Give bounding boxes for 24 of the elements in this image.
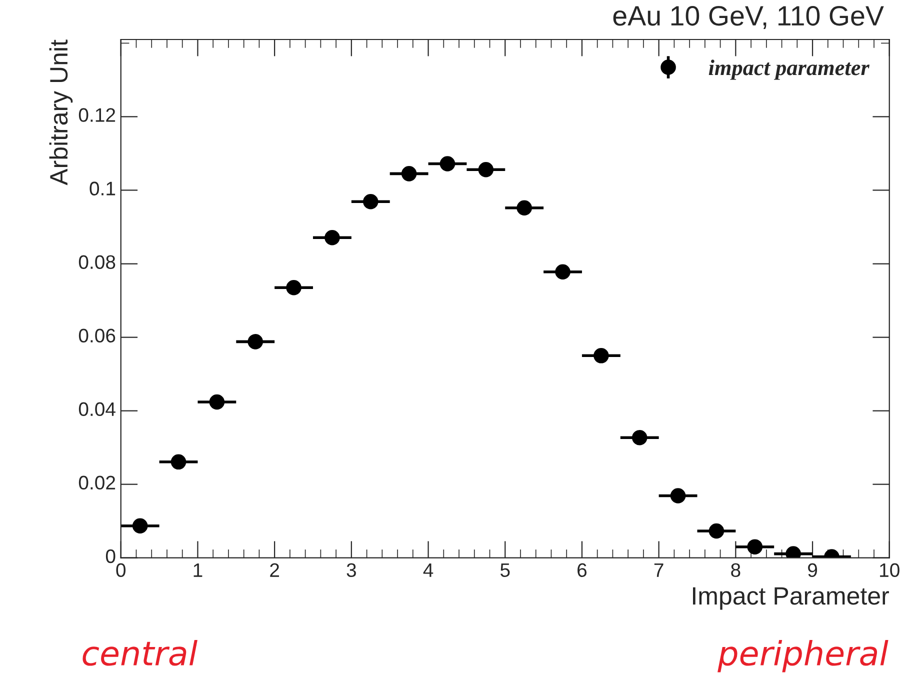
text: peripheral bbox=[718, 640, 888, 672]
x-tick-label: 9 bbox=[808, 563, 818, 578]
x-tick-label: 10 bbox=[880, 563, 900, 578]
y-axis-title: Arbitrary Unit bbox=[49, 40, 73, 186]
y-tick-label: 0 bbox=[106, 549, 116, 564]
legend-label: impact parameter bbox=[708, 60, 870, 80]
x-tick-label: 7 bbox=[654, 563, 664, 577]
x-tick-label: 4 bbox=[423, 563, 434, 577]
x-tick-label: 0 bbox=[116, 563, 126, 578]
x-tick-label: 5 bbox=[500, 563, 510, 578]
x-tick-label: 3 bbox=[346, 563, 356, 578]
x-axis-title: Impact Parameter bbox=[693, 587, 889, 610]
x-tick-label: 2 bbox=[270, 563, 279, 577]
x-tick-label: 8 bbox=[731, 563, 740, 578]
text: central bbox=[82, 640, 198, 666]
chart-title: eAu 10 GeV, 110 GeV bbox=[613, 6, 884, 29]
y-tick-label: 0.12 bbox=[78, 108, 116, 122]
y-tick-label: 0.08 bbox=[78, 255, 116, 269]
y-tick-label: 0.02 bbox=[78, 476, 116, 490]
y-tick-label: 0.04 bbox=[78, 402, 116, 416]
y-tick-label: 0.1 bbox=[90, 182, 116, 196]
x-tick-label: 6 bbox=[578, 563, 587, 578]
y-tick-label: 0.06 bbox=[78, 328, 116, 343]
x-tick-label: 1 bbox=[194, 563, 202, 577]
